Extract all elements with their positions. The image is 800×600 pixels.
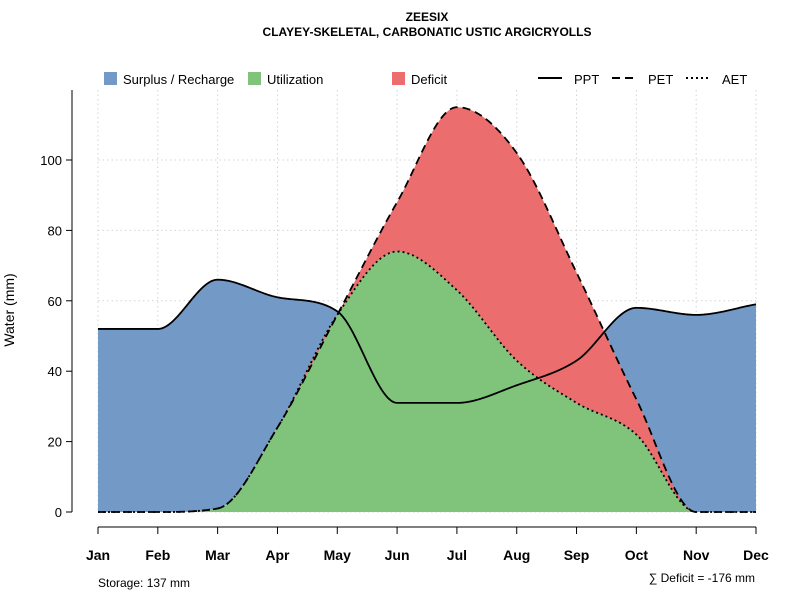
x-tick-label: Jan <box>86 547 110 563</box>
legend: Surplus / Recharge Utilization Deficit PPT P… <box>104 72 747 87</box>
utilization-area <box>98 251 756 512</box>
y-tick-label: 20 <box>48 435 62 450</box>
storage-note: Storage: 137 mm <box>98 576 190 590</box>
y-axis-label: Water (mm) <box>1 273 17 346</box>
series-line-aet <box>98 250 756 513</box>
legend-label: PPT <box>574 72 599 87</box>
y-tick-label: 80 <box>48 223 62 238</box>
legend-swatch <box>104 72 117 85</box>
x-tick-label: Feb <box>145 547 170 563</box>
deficit-note: ∑ Deficit = -176 mm <box>649 571 755 585</box>
series-lines <box>98 106 757 513</box>
x-tick-label: Mar <box>205 547 230 563</box>
x-tick-label: Aug <box>503 547 530 563</box>
legend-label: Surplus / Recharge <box>123 72 234 87</box>
legend-swatch <box>392 72 405 85</box>
deficit-area <box>98 107 756 512</box>
axes: 0 20 40 60 80 100 Jan Feb Mar Apr May Jun Jul Aug Sep O… <box>40 90 769 563</box>
x-tick-label: Oct <box>625 547 649 563</box>
x-tick-label: Sep <box>564 547 590 563</box>
series-line-ppt <box>98 278 757 404</box>
x-tick-label: Jul <box>447 547 467 563</box>
legend-label: Deficit <box>411 72 448 87</box>
x-tick-label: Dec <box>743 547 769 563</box>
legend-swatch <box>248 72 261 85</box>
x-tick-label: Nov <box>683 547 710 563</box>
x-tick-label: Apr <box>265 547 290 563</box>
y-tick-label: 60 <box>48 294 62 309</box>
y-tick-label: 100 <box>40 153 62 168</box>
y-tick-label: 0 <box>55 505 62 520</box>
x-tick-label: May <box>324 547 351 563</box>
surplus-area <box>98 251 756 512</box>
legend-label: PET <box>648 72 673 87</box>
legend-label: AET <box>722 72 747 87</box>
chart-title: ZEESIX <box>406 10 449 24</box>
area-fills <box>98 107 756 512</box>
y-tick-label: 40 <box>48 364 62 379</box>
chart-subtitle: CLAYEY-SKELETAL, CARBONATIC USTIC ARGICR… <box>263 25 592 39</box>
series-line-pet <box>98 106 756 513</box>
x-tick-label: Jun <box>385 547 410 563</box>
legend-label: Utilization <box>267 72 323 87</box>
